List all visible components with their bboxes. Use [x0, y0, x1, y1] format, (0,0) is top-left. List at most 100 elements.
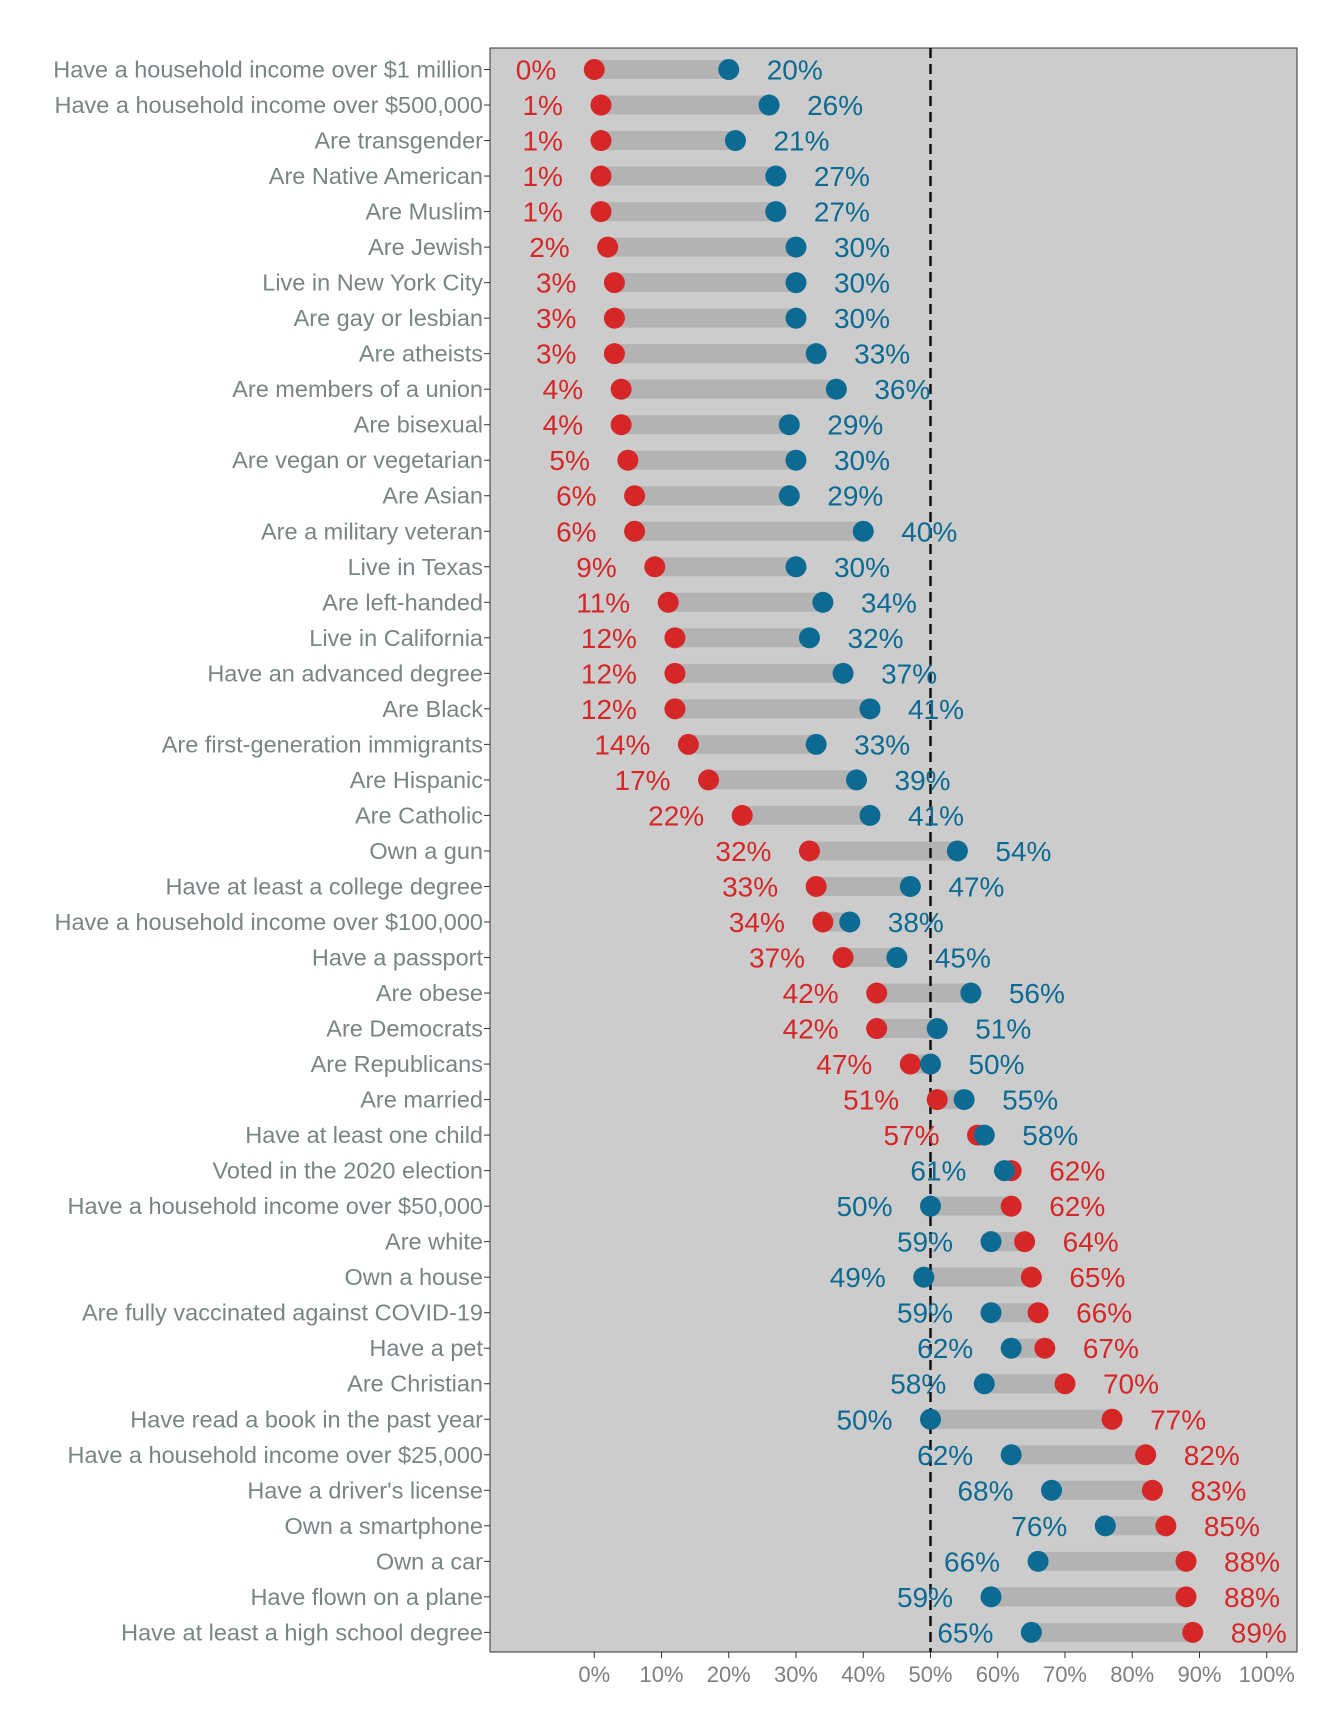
value-label: 30%	[834, 232, 890, 263]
value-label: 32%	[715, 836, 771, 867]
category-label: Are left-handed	[322, 589, 483, 615]
value-label: 62%	[1049, 1156, 1105, 1187]
value-label: 56%	[1009, 978, 1065, 1009]
x-tick-label: 50%	[908, 1662, 952, 1687]
red-point	[583, 59, 605, 80]
value-label: 76%	[1011, 1511, 1067, 1542]
red-point	[664, 627, 686, 649]
category-label: Own a gun	[369, 838, 483, 864]
blue-point	[926, 1018, 948, 1040]
value-label: 45%	[935, 943, 991, 974]
category-label: Are Asian	[382, 483, 483, 509]
value-label: 62%	[917, 1440, 973, 1471]
x-tick-label: 70%	[1043, 1662, 1087, 1687]
value-label: 1%	[522, 90, 562, 121]
blue-point	[785, 307, 807, 329]
red-point	[597, 236, 619, 258]
value-label: 3%	[536, 339, 576, 370]
blue-point	[805, 733, 827, 755]
value-label: 27%	[814, 161, 870, 192]
blue-point	[1000, 1337, 1022, 1359]
blue-point	[980, 1586, 1002, 1608]
red-point	[590, 165, 612, 187]
y-axis-ticks	[484, 69, 490, 1633]
red-point	[657, 591, 679, 613]
blue-point	[980, 1302, 1002, 1324]
category-label: Have an advanced degree	[207, 660, 483, 686]
category-label: Are Democrats	[326, 1016, 483, 1042]
category-label: Have at least a college degree	[166, 873, 483, 899]
red-point	[1101, 1408, 1123, 1430]
category-label: Are a military veteran	[261, 518, 483, 544]
red-point	[832, 947, 854, 968]
blue-point	[1020, 1621, 1042, 1643]
category-label: Have at least one child	[245, 1122, 483, 1148]
x-tick-label: 0%	[578, 1662, 610, 1687]
red-point	[617, 449, 639, 471]
value-label: 4%	[543, 410, 583, 441]
value-label: 50%	[836, 1191, 892, 1222]
red-point	[664, 698, 686, 720]
value-label: 3%	[536, 268, 576, 299]
category-label: Are Catholic	[355, 802, 483, 828]
value-label: 34%	[729, 907, 785, 938]
value-label: 49%	[830, 1262, 886, 1293]
value-label: 11%	[576, 587, 630, 618]
value-label: 30%	[834, 303, 890, 334]
value-label: 4%	[543, 374, 583, 405]
red-point	[1020, 1266, 1042, 1288]
category-label: Are vegan or vegetarian	[232, 447, 483, 473]
value-label: 29%	[827, 410, 883, 441]
value-label: 42%	[783, 978, 839, 1009]
red-point	[1027, 1302, 1049, 1324]
blue-point	[839, 911, 861, 933]
value-label: 30%	[834, 445, 890, 476]
value-label: 83%	[1190, 1475, 1246, 1506]
red-point	[603, 343, 625, 365]
category-label: Own a car	[376, 1548, 483, 1574]
blue-point	[919, 1195, 941, 1217]
value-label: 62%	[917, 1333, 973, 1364]
blue-point	[785, 449, 807, 471]
blue-point	[859, 698, 881, 720]
value-label: 12%	[581, 658, 637, 689]
red-point	[926, 1089, 948, 1111]
value-label: 58%	[890, 1369, 946, 1400]
value-label: 51%	[975, 1014, 1031, 1045]
category-label: Are bisexual	[354, 412, 483, 438]
blue-point	[886, 947, 908, 968]
dots-layer	[583, 59, 1204, 1643]
blue-point	[778, 414, 800, 436]
blue-point	[785, 556, 807, 578]
red-point	[731, 804, 753, 826]
blue-point	[758, 94, 780, 116]
value-label: 62%	[1049, 1191, 1105, 1222]
red-point	[866, 1018, 888, 1040]
blue-point	[899, 875, 921, 897]
category-label: Are Native American	[269, 163, 483, 189]
category-label: Are Jewish	[368, 234, 483, 260]
category-label: Have a household income over $100,000	[54, 909, 483, 935]
x-tick-label: 60%	[976, 1662, 1020, 1687]
red-point	[1000, 1195, 1022, 1217]
category-label: Have a passport	[312, 945, 484, 971]
value-label: 47%	[948, 871, 1004, 902]
category-label: Own a house	[345, 1264, 483, 1290]
value-label: 88%	[1224, 1546, 1280, 1577]
red-point	[899, 1053, 921, 1075]
value-labels-layer: 0% 20% 1% 26% 1% 21% 1% 27% 1% 27% 2% 30% 3% 30% 3% 30%…	[516, 55, 1287, 1649]
value-label: 61%	[910, 1156, 966, 1187]
value-label: 2%	[529, 232, 569, 263]
value-label: 40%	[901, 516, 957, 547]
value-label: 37%	[881, 658, 937, 689]
x-tick-label: 80%	[1110, 1662, 1154, 1687]
x-tick-label: 100%	[1239, 1662, 1295, 1687]
red-point	[603, 272, 625, 294]
category-label: Have flown on a plane	[250, 1584, 483, 1610]
red-point	[677, 733, 699, 755]
value-label: 12%	[581, 694, 637, 725]
red-point	[1141, 1479, 1163, 1501]
value-label: 65%	[937, 1617, 993, 1648]
value-label: 6%	[556, 481, 596, 512]
